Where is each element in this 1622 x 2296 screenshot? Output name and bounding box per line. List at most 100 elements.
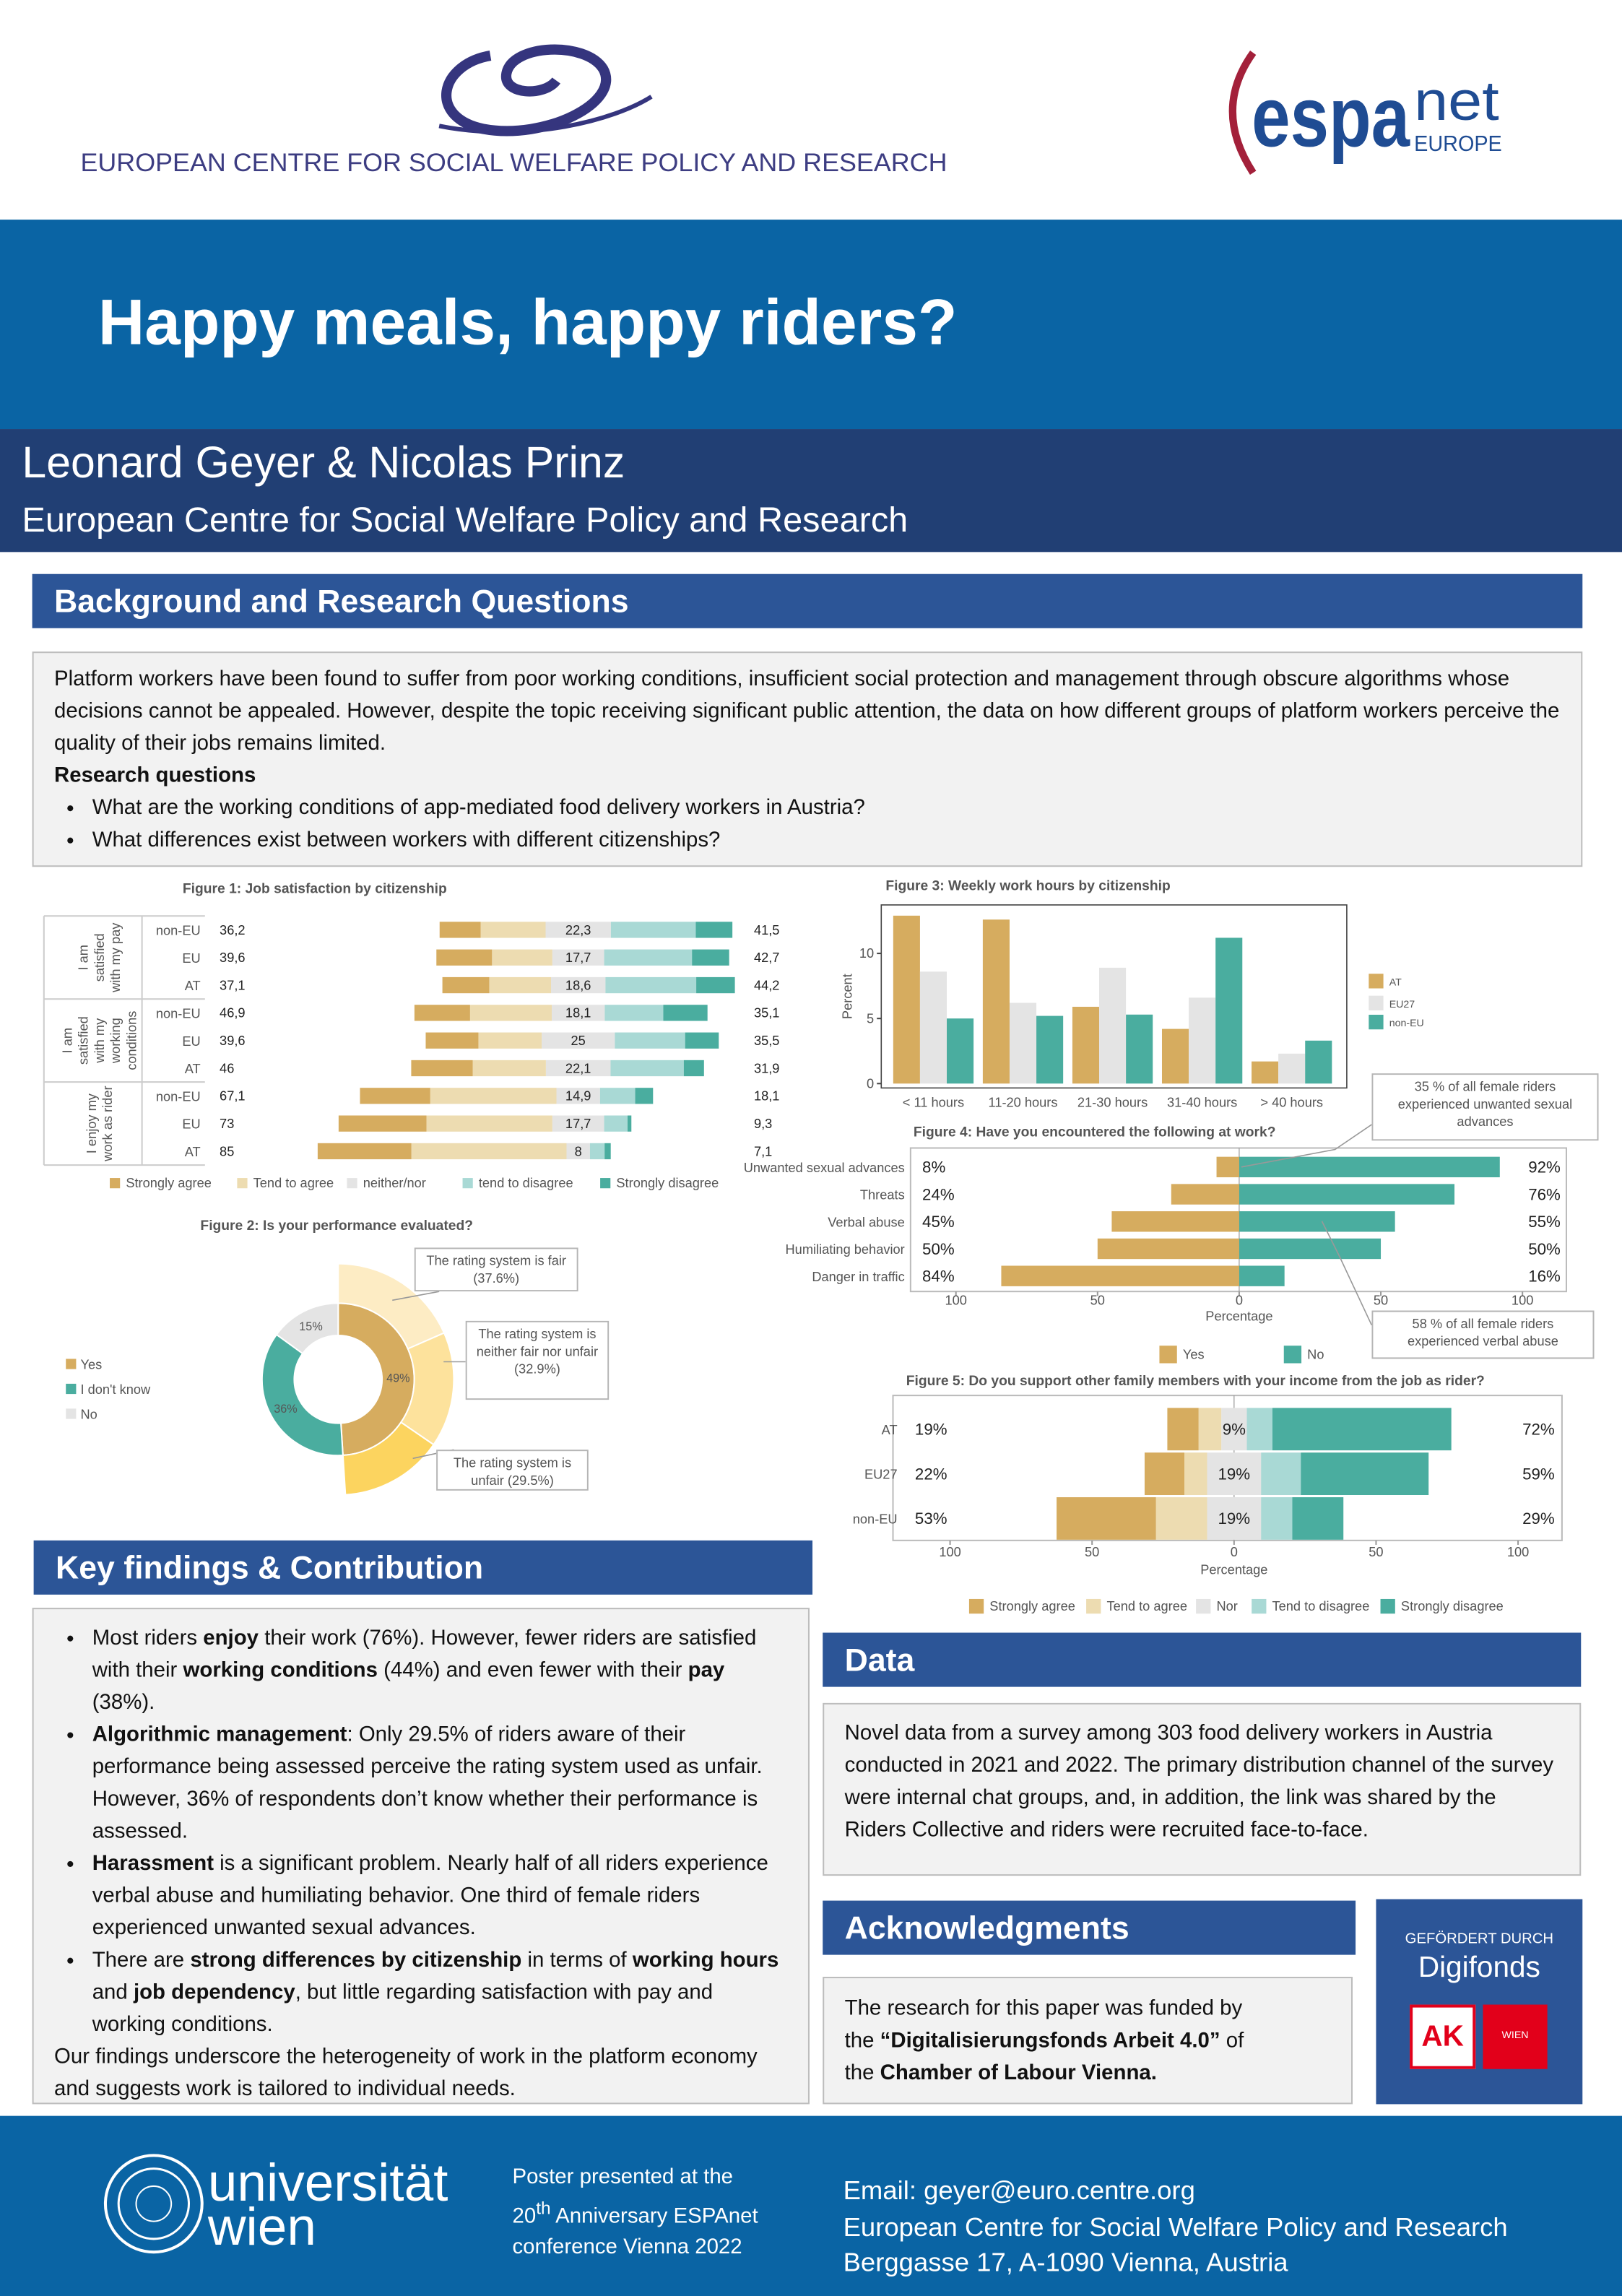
legend-swatch <box>1369 995 1384 1010</box>
y-tick-label: 0 <box>867 1075 874 1091</box>
bar <box>1189 997 1216 1084</box>
value-label: 19% <box>915 1421 947 1439</box>
value-label: 17,7 <box>565 950 591 965</box>
logo-espa: espa <box>1252 70 1410 165</box>
bullet: Most riders enjoy their work (76%). Howe… <box>90 1622 788 1719</box>
university-line: wien <box>207 2196 316 2257</box>
value-label: 9% <box>1223 1421 1246 1439</box>
bar-segment <box>696 976 735 994</box>
bar-segment <box>442 976 490 994</box>
section-heading: Background and Research Questions <box>32 573 1583 628</box>
bar-segment <box>1239 1156 1500 1178</box>
poster-title: Happy meals, happy riders? <box>97 287 958 359</box>
bar-segment <box>685 1032 719 1049</box>
value-label: 73 <box>220 1116 234 1131</box>
value-label: 19% <box>1218 1465 1251 1483</box>
bullet: What are the working conditions of app-m… <box>90 792 1561 825</box>
category-label: Unwanted sexual advances <box>744 1160 905 1175</box>
category-label: EU <box>182 950 200 966</box>
value-label: 36% <box>274 1403 297 1416</box>
value-label: 50% <box>922 1240 955 1258</box>
callout-line <box>1241 1124 1372 1168</box>
bar-segment <box>1207 1497 1262 1540</box>
category-label: non-EU <box>156 1005 201 1021</box>
bold-text: enjoy <box>203 1626 259 1650</box>
legend-label: Strongly disagree <box>1401 1598 1504 1613</box>
value-label: 72% <box>1522 1421 1555 1439</box>
funding-label: GEFÖRDERT DURCH <box>1405 1931 1554 1948</box>
legend-label: Tend to agree <box>1106 1598 1187 1613</box>
legend-label: Strongly agree <box>989 1598 1075 1613</box>
value-label: 18,6 <box>565 977 591 992</box>
x-tick-label: 50 <box>1090 1292 1105 1307</box>
bar <box>1126 1014 1153 1084</box>
bar <box>1036 1015 1064 1084</box>
bar-segment <box>556 1088 600 1104</box>
bar <box>1009 1002 1037 1084</box>
bar-segment <box>589 1143 605 1160</box>
text-run: of the <box>844 2029 1244 2086</box>
ak-logo: AK <box>1410 2004 1476 2069</box>
group-label: conditions <box>124 1011 139 1070</box>
bar-segment <box>1239 1184 1455 1205</box>
legend-label: Tend to disagree <box>1272 1598 1370 1613</box>
bar-segment <box>469 1005 552 1021</box>
category-label: EU <box>182 1034 200 1049</box>
bar-segment <box>1261 1497 1293 1540</box>
legend-swatch <box>1159 1346 1177 1364</box>
chart-title: Figure 3: Weekly work hours by citizensh… <box>885 879 1170 894</box>
group-label: with my <box>92 1018 107 1064</box>
bar-segment <box>615 1032 685 1049</box>
paragraph: The research for this paper was funded b… <box>845 1993 1264 2089</box>
bold-text: Harassment <box>92 1852 214 1876</box>
bar-segment <box>552 1005 605 1021</box>
bold-text: Chamber of Labour Vienna. <box>880 2061 1157 2086</box>
bar-segment <box>1057 1497 1156 1540</box>
university-line: universität <box>207 2152 448 2213</box>
bar-segment <box>338 1115 427 1132</box>
callout-line <box>392 1291 440 1301</box>
bold-text: strong differences by citizenship <box>190 1949 522 1972</box>
university-name: universität wien <box>207 2152 448 2257</box>
figure-1: Figure 1: Job satisfaction by citizenshi… <box>43 882 779 1190</box>
bar-segment <box>1239 1265 1285 1286</box>
logo-bracket <box>1228 51 1257 175</box>
value-label: 24% <box>922 1185 955 1203</box>
y-tick-label: 5 <box>867 1010 874 1026</box>
legend-label: No <box>1307 1346 1324 1361</box>
legend-label: neither/nor <box>363 1175 426 1190</box>
bar-segment <box>1239 1238 1382 1260</box>
callout-text: The rating system is fair (37.6%) <box>414 1247 578 1292</box>
logo-swirl <box>441 44 612 137</box>
bar-segment <box>695 922 733 938</box>
bar-segment <box>604 1115 628 1132</box>
chart-title: Figure 5: Do you support other family me… <box>906 1374 1485 1389</box>
wien-logo: WIEN <box>1483 2004 1548 2069</box>
bar-segment <box>550 976 606 994</box>
bold-text: working hours <box>632 1949 779 1972</box>
legend-swatch <box>1196 1598 1211 1614</box>
bar-segment <box>604 1143 611 1160</box>
legend-label: Nor <box>1217 1598 1238 1613</box>
text-run: and <box>92 1981 134 2005</box>
bold-text: job dependency <box>133 1981 295 2005</box>
bar-segment <box>478 1032 542 1049</box>
bar-segment <box>663 1005 708 1021</box>
contact-line: European Centre for Social Welfare Polic… <box>843 2211 1508 2241</box>
background-box: Platform workers have been found to suff… <box>32 651 1583 867</box>
data-box: Novel data from a survey among 303 food … <box>823 1702 1582 1876</box>
presented-note: Poster presented at the 20th Anniversary… <box>512 2162 776 2263</box>
bar-segment <box>411 1060 473 1077</box>
legend-label: Yes <box>1183 1346 1205 1361</box>
bar-segment <box>545 922 611 938</box>
callout-text: The rating system is neither fair nor un… <box>465 1320 610 1400</box>
bar <box>1099 967 1127 1084</box>
callout-text: The rating system is unfair (29.5%) <box>436 1450 589 1491</box>
group-label: work as rider <box>100 1086 115 1161</box>
bar-segment <box>542 1032 615 1049</box>
bar-segment <box>1272 1408 1452 1451</box>
value-label: 37,1 <box>220 977 245 992</box>
org-name: EUROPEAN CENTRE FOR SOCIAL WELFARE POLIC… <box>80 148 947 177</box>
value-label: 92% <box>1528 1158 1561 1177</box>
